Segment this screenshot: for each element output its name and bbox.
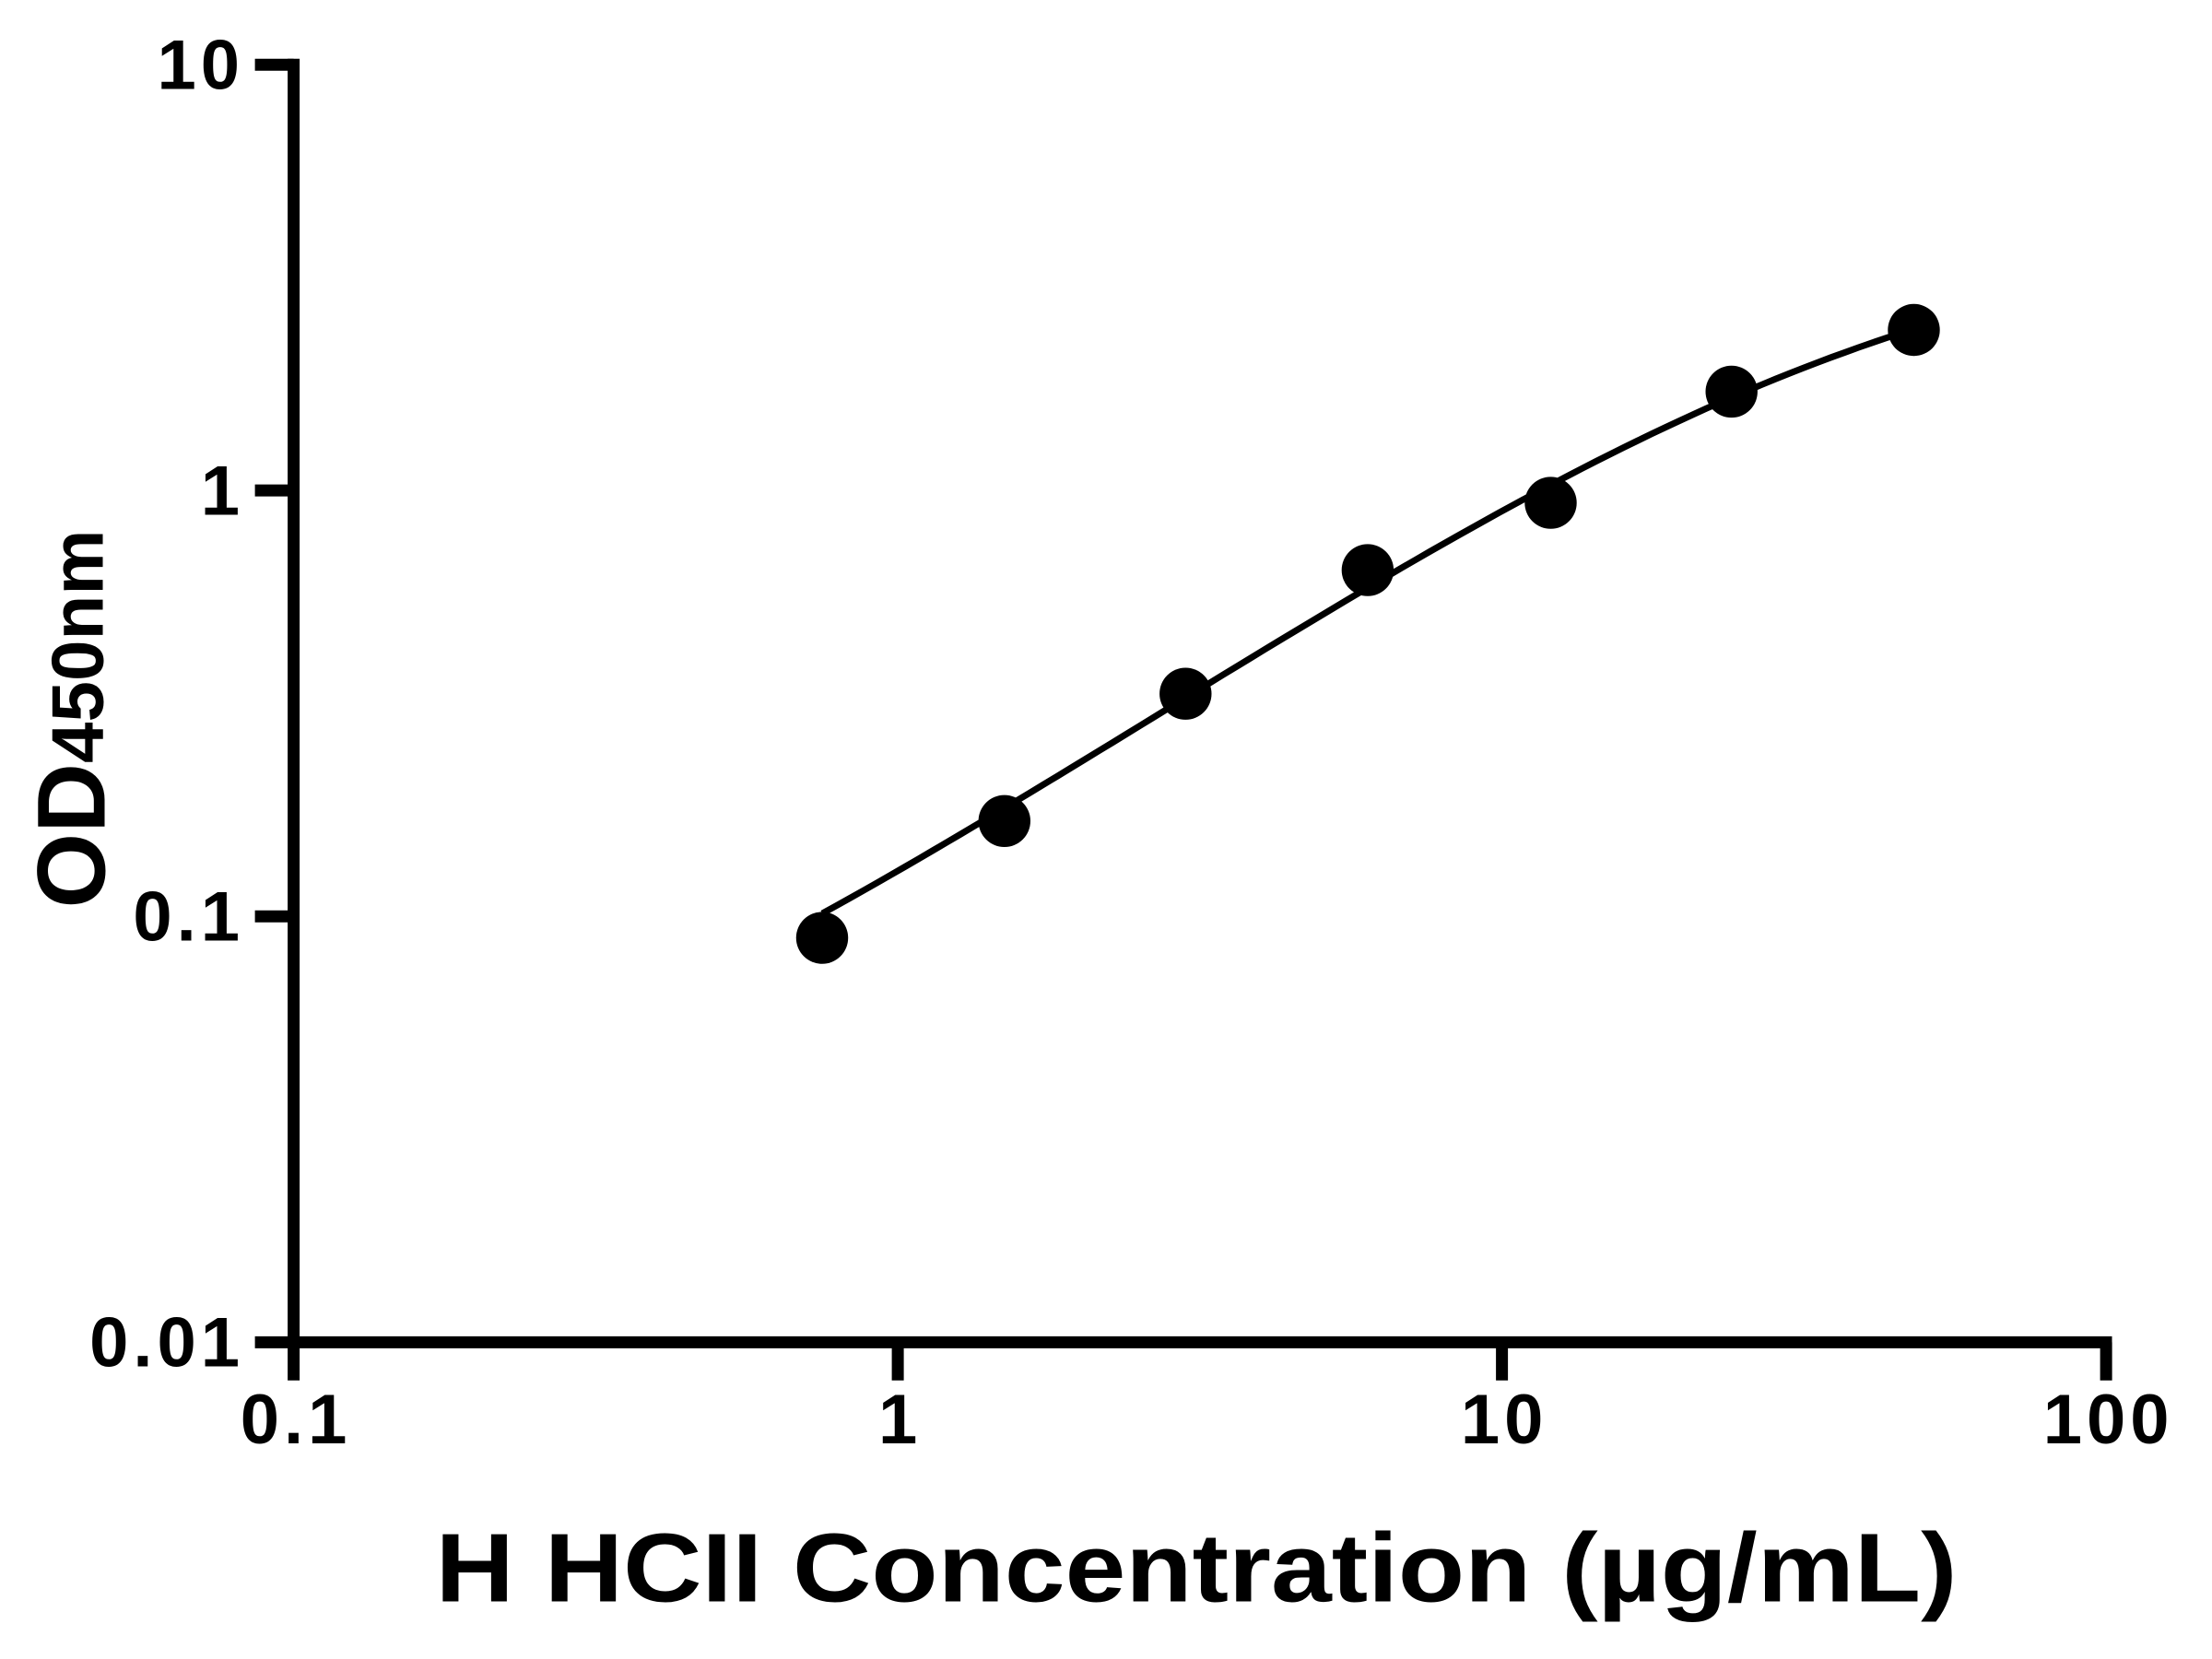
svg-text:0.1: 0.1: [241, 1381, 352, 1459]
svg-text:OD450nm: OD450nm: [18, 530, 126, 909]
svg-text:0.1: 0.1: [133, 878, 244, 957]
svg-text:H HCII Concentration (µg/mL): H HCII Concentration (µg/mL): [436, 1514, 1958, 1623]
svg-text:1: 1: [201, 452, 244, 530]
svg-text:1: 1: [878, 1381, 922, 1459]
svg-text:0.01: 0.01: [89, 1304, 244, 1382]
svg-text:10: 10: [1461, 1381, 1548, 1459]
svg-text:10: 10: [157, 27, 244, 105]
svg-text:100: 100: [2043, 1381, 2174, 1459]
